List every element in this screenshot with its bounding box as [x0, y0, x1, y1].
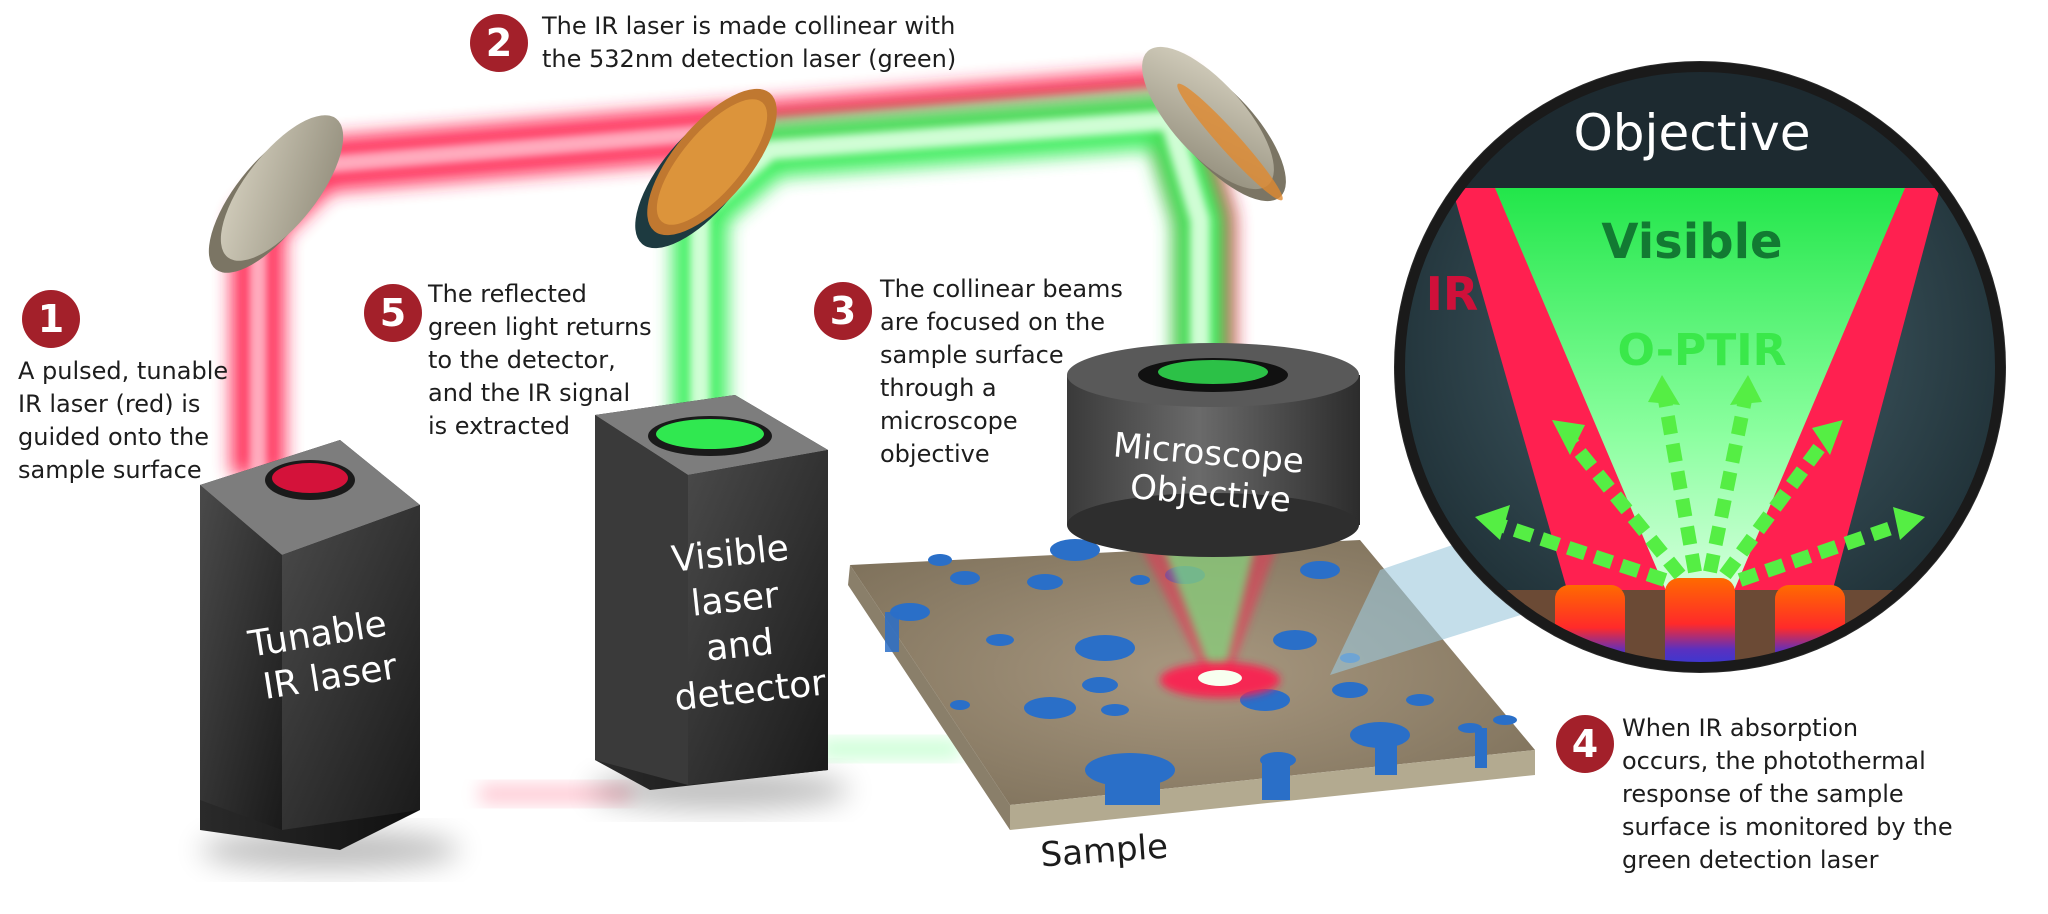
step-2-note: The IR laser is made collinear with the …	[542, 10, 956, 76]
step-3-line-2: are focused on the	[880, 308, 1106, 336]
step-1-note: A pulsed, tunable IR laser (red) is guid…	[18, 355, 228, 487]
ir-laser-box: Tunable IR laser	[200, 440, 460, 870]
step-4-line-5: green detection laser	[1622, 846, 1879, 874]
step-3-line-3: sample surface	[880, 341, 1064, 369]
step-3-line-5: microscope	[880, 407, 1018, 435]
step-4-line-2: occurs, the photothermal	[1622, 747, 1926, 775]
detector-label-2: laser	[689, 575, 781, 625]
step-2-line-1: The IR laser is made collinear with	[542, 12, 956, 40]
mirror-3	[1142, 46, 1286, 202]
step-3-line-4: through a	[880, 374, 997, 402]
step-5-badge: 5	[364, 284, 422, 342]
step-5-line-2: green light returns	[428, 313, 652, 341]
step-3-line-6: objective	[880, 440, 990, 468]
detector-box: Visible laser and detector	[590, 395, 850, 810]
green-beam-path	[672, 92, 1228, 445]
step-4-line-3: response of the sample	[1622, 780, 1904, 808]
microscope-objective: Microscope Objective	[1067, 343, 1360, 698]
detector-label-3: and	[704, 622, 776, 670]
step-2-badge: 2	[470, 14, 528, 72]
inset-visible-label: Visible	[1601, 214, 1782, 270]
step-3-badge: 3	[814, 282, 872, 340]
step-5-line-1: The reflected	[428, 280, 587, 308]
step-1-badge: 1	[22, 290, 80, 348]
inset-objective-label: Objective	[1573, 104, 1810, 162]
step-5-line-5: is extracted	[428, 412, 570, 440]
photothermal-arrows	[1497, 398, 1903, 587]
step-1-line-4: sample surface	[18, 456, 202, 484]
sample-droplets	[885, 539, 1517, 805]
step-3-line-1: The collinear beams	[880, 275, 1123, 303]
step-4-badge: 4	[1556, 715, 1614, 773]
inset-ir-label: IR	[1426, 267, 1479, 321]
step-5-line-4: and the IR signal	[428, 379, 631, 407]
step-5-line-3: to the detector,	[428, 346, 616, 374]
step-1-line-2: IR laser (red) is	[18, 390, 201, 418]
step-4-line-4: surface is monitored by the	[1622, 813, 1953, 841]
step-4-line-1: When IR absorption	[1622, 714, 1859, 742]
photothermal-arrowheads	[1475, 375, 1925, 540]
step-1-line-1: A pulsed, tunable	[18, 357, 229, 385]
step-3-note: The collinear beams are focused on the s…	[880, 273, 1123, 471]
step-1-line-3: guided onto the	[18, 423, 209, 451]
step-4-note: When IR absorption occurs, the photother…	[1622, 712, 1953, 877]
step-5-note: The reflected green light returns to the…	[428, 278, 652, 443]
inset-optir-label: O-PTIR	[1618, 325, 1787, 376]
mirror-1	[208, 115, 344, 273]
step-2-line-2: the 532nm detection laser (green)	[542, 45, 957, 73]
mirror-2-dichroic	[635, 88, 777, 249]
sample-label: Sample	[1039, 827, 1169, 876]
